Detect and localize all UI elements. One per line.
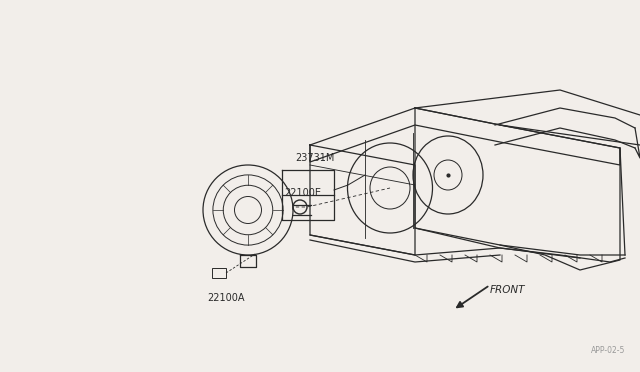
Polygon shape (415, 108, 620, 270)
Polygon shape (310, 108, 620, 165)
Text: 22100A: 22100A (207, 293, 244, 303)
Text: 23731M: 23731M (295, 153, 334, 163)
Bar (212, 268, 226, 278)
Text: APP-02-5: APP-02-5 (591, 346, 625, 355)
Text: FRONT: FRONT (490, 285, 525, 295)
Polygon shape (310, 145, 415, 255)
Text: 22100E: 22100E (284, 188, 321, 198)
